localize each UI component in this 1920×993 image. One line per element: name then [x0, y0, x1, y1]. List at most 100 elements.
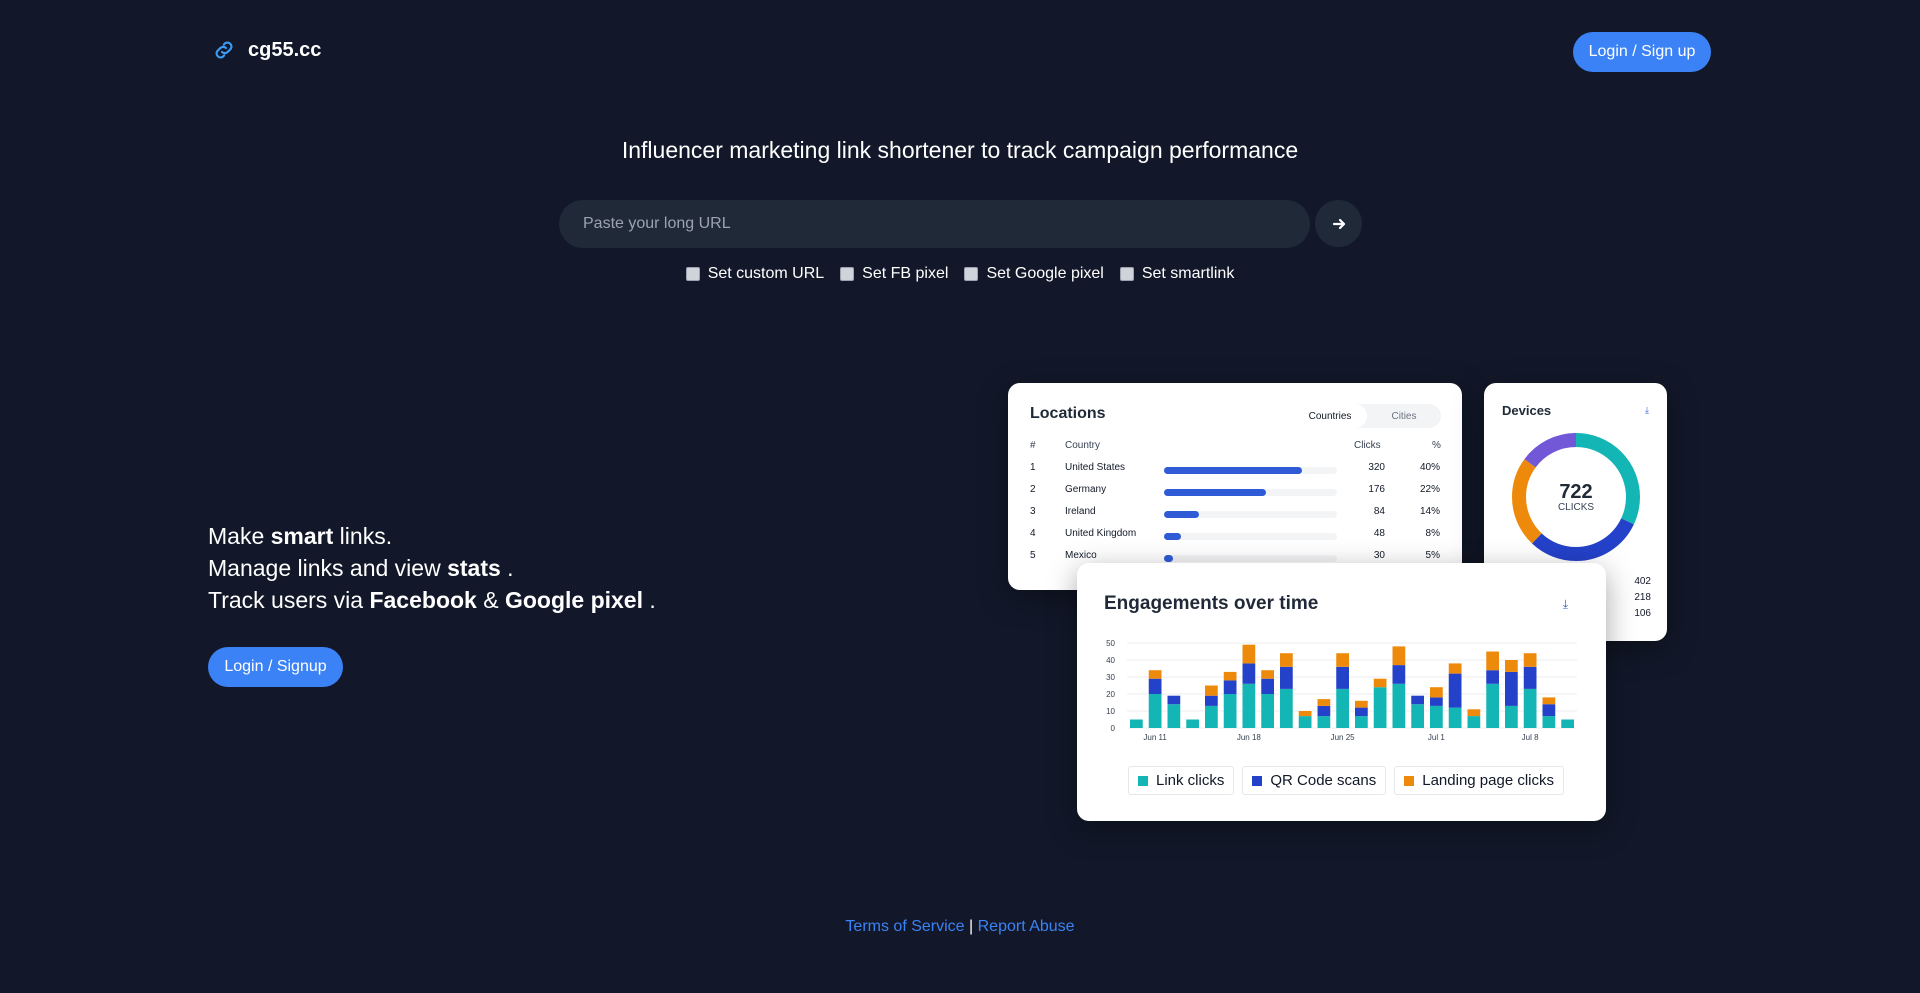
- bar-segment: [1355, 700, 1368, 708]
- y-tick-label: 30: [1106, 673, 1115, 682]
- row-clicks: 176: [1368, 484, 1385, 495]
- login-signup-cta-button[interactable]: Login / Signup: [208, 647, 343, 687]
- shorten-submit-button[interactable]: [1315, 200, 1362, 247]
- page-headline: Influencer marketing link shortener to t…: [621, 137, 1299, 163]
- bar-segment: [1430, 687, 1443, 698]
- bar-segment: [1523, 653, 1537, 667]
- option-smartlink[interactable]: Set smartlink: [1119, 265, 1235, 283]
- bar-segment: [1205, 685, 1218, 696]
- bar-segment: [1467, 716, 1481, 728]
- bar-segment: [1205, 705, 1218, 728]
- y-tick-label: 10: [1106, 707, 1115, 716]
- bar-segment: [1486, 683, 1499, 728]
- download-icon: ⤓: [1645, 405, 1649, 415]
- row-rank: 1: [1030, 462, 1036, 473]
- row-country: United Kingdom: [1065, 528, 1137, 539]
- bar-segment: [1561, 719, 1574, 728]
- option-custom-url[interactable]: Set custom URL: [685, 265, 824, 283]
- bar-segment: [1430, 697, 1443, 706]
- bar-segment: [1242, 644, 1256, 664]
- brand-name[interactable]: cg55.cc: [248, 38, 322, 61]
- text: .: [643, 587, 656, 613]
- legend-label: QR Code scans: [1270, 772, 1377, 789]
- col-clicks: Clicks: [1354, 440, 1381, 451]
- terms-link[interactable]: Terms of Service: [845, 918, 965, 935]
- brand[interactable]: cg55.cc: [212, 38, 321, 62]
- legend-swatch: [1138, 775, 1148, 786]
- option-label: Set smartlink: [1141, 265, 1235, 282]
- bar-segment: [1167, 695, 1181, 705]
- donut-segment-other: [1512, 433, 1640, 561]
- bar-segment: [1298, 716, 1312, 728]
- row-bar-fill: [1164, 489, 1267, 496]
- text: .: [500, 555, 514, 581]
- bar-segment: [1411, 704, 1424, 728]
- text-bold: Facebook: [369, 587, 477, 613]
- bar-segment: [1448, 663, 1462, 674]
- locations-toggle: Countries Cities: [1293, 404, 1441, 428]
- arrow-right-icon: [1332, 218, 1345, 229]
- donut-segment-tablet: [1512, 433, 1640, 561]
- bar-segment: [1242, 663, 1256, 684]
- feature-line: Manage links and view stats .: [208, 552, 656, 584]
- bar-segment: [1280, 666, 1293, 689]
- device-value: 402: [1634, 576, 1651, 587]
- row-clicks: 30: [1373, 550, 1385, 561]
- option-label: Set FB pixel: [862, 265, 949, 282]
- locations-card: Locations Countries Cities # Country Cli…: [1008, 383, 1462, 590]
- bar-segment: [1411, 695, 1424, 705]
- bar-segment: [1373, 678, 1387, 688]
- bar-segment: [1205, 695, 1218, 706]
- bar-segment: [1261, 694, 1274, 728]
- bar-segment: [1542, 716, 1556, 728]
- row-bar-fill: [1164, 467, 1303, 474]
- table-row: 4 United Kingdom 48 8%: [1008, 528, 1462, 550]
- bar-segment: [1261, 678, 1274, 694]
- row-rank: 5: [1030, 550, 1036, 561]
- bar-segment: [1223, 680, 1237, 694]
- report-abuse-link[interactable]: Report Abuse: [977, 918, 1075, 935]
- feature-copy: Make smart links. Manage links and view …: [208, 520, 656, 616]
- col-country: Country: [1065, 440, 1101, 451]
- legend-swatch: [1252, 775, 1263, 786]
- link-options: Set custom URL Set FB pixel Set Google p…: [0, 265, 1920, 283]
- y-tick-label: 0: [1111, 724, 1116, 733]
- devices-total: 722: [1559, 480, 1593, 503]
- row-pct: 40%: [1419, 462, 1440, 473]
- text-bold: stats: [447, 555, 501, 581]
- checkbox[interactable]: [685, 267, 700, 281]
- row-clicks: 48: [1373, 528, 1385, 539]
- option-fb-pixel[interactable]: Set FB pixel: [840, 265, 948, 283]
- table-row: 3 Ireland 84 14%: [1008, 506, 1462, 528]
- checkbox[interactable]: [1119, 267, 1134, 281]
- checkbox[interactable]: [964, 267, 979, 281]
- y-tick-label: 20: [1106, 690, 1115, 699]
- row-pct: 22%: [1419, 484, 1440, 495]
- table-row: 2 Germany 176 22%: [1008, 484, 1462, 506]
- bar-segment: [1223, 694, 1237, 728]
- bar-segment: [1130, 719, 1143, 728]
- option-google-pixel[interactable]: Set Google pixel: [964, 265, 1104, 283]
- bar-segment: [1167, 704, 1181, 728]
- bar-segment: [1430, 705, 1443, 728]
- bar-segment: [1392, 646, 1406, 666]
- footer: Terms of Service | Report Abuse: [0, 918, 1920, 936]
- bar-segment: [1392, 683, 1406, 728]
- bar-segment: [1148, 694, 1162, 728]
- bar-segment: [1505, 660, 1518, 672]
- bar-segment: [1486, 651, 1499, 671]
- bar-segment: [1261, 670, 1274, 679]
- bar-segment: [1355, 716, 1368, 728]
- text-bold: smart: [270, 523, 334, 549]
- login-signup-button[interactable]: Login / Sign up: [1573, 32, 1711, 72]
- url-input-container[interactable]: [559, 199, 1310, 249]
- row-bar-track: [1164, 467, 1337, 474]
- checkbox[interactable]: [840, 267, 855, 281]
- row-bar-track: [1164, 489, 1337, 496]
- url-input[interactable]: [559, 199, 1310, 249]
- row-pct: 5%: [1425, 550, 1440, 561]
- bar-segment: [1523, 688, 1537, 728]
- bar-segment: [1223, 671, 1237, 681]
- bar-segment: [1373, 687, 1387, 728]
- devices-title: Devices: [1502, 403, 1552, 418]
